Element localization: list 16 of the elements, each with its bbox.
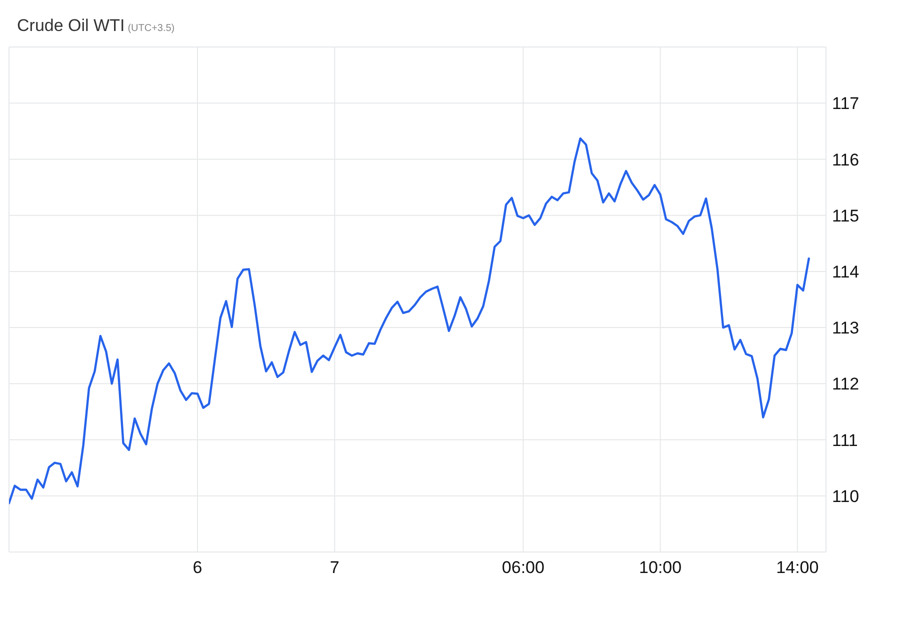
y-tick-label: 117 <box>832 94 860 114</box>
y-tick-label: 116 <box>832 150 860 170</box>
x-tick-label: 14:00 <box>776 558 819 578</box>
y-tick-label: 112 <box>832 374 860 394</box>
chart-title: Crude Oil WTI <box>17 16 125 35</box>
y-tick-label: 110 <box>832 486 860 506</box>
y-tick-label: 115 <box>832 206 860 226</box>
x-tick-label: 6 <box>192 558 202 578</box>
y-tick-label: 114 <box>832 262 860 282</box>
x-tick-label: 06:00 <box>502 558 544 578</box>
chart-subtitle: (UTC+3.5) <box>128 23 175 34</box>
line-series <box>9 137 810 504</box>
y-tick-label: 113 <box>832 318 860 338</box>
x-tick-label: 10:00 <box>639 558 682 578</box>
x-tick-label: 7 <box>330 558 340 578</box>
y-tick-label: 111 <box>832 430 858 450</box>
